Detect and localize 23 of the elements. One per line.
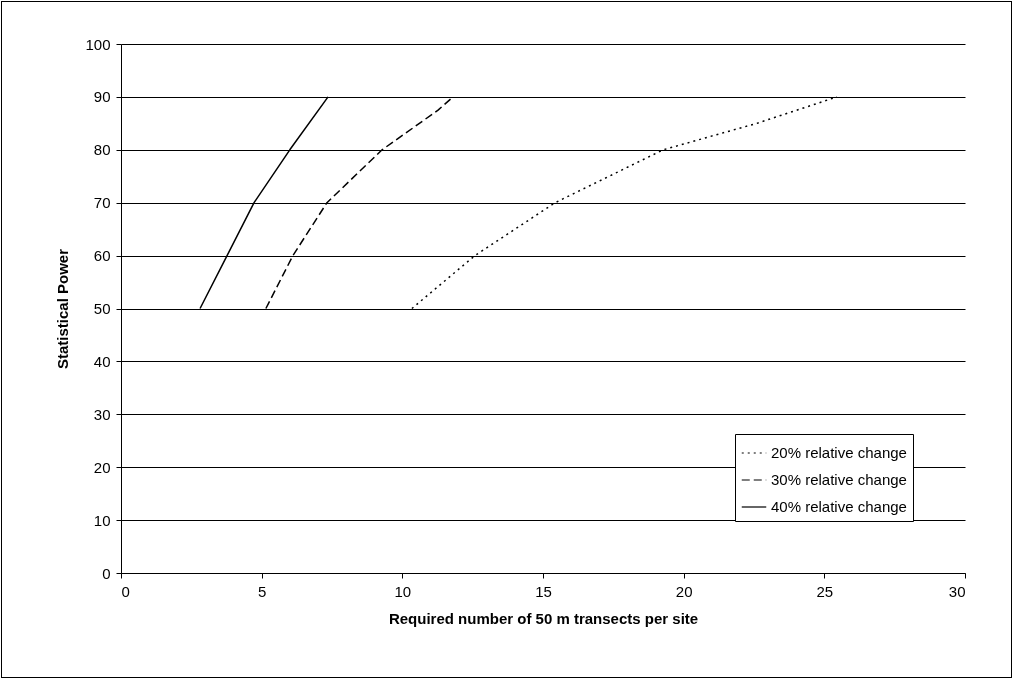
- x-tick-label: 15: [535, 582, 552, 600]
- y-tick-label: 20: [93, 458, 111, 476]
- y-tick-label: 70: [93, 194, 111, 212]
- y-tick-label: 0: [102, 564, 111, 582]
- legend-label: 30% relative change: [771, 471, 907, 488]
- y-tick-label: 60: [93, 247, 111, 265]
- y-tick-label: 10: [93, 511, 111, 529]
- x-tick-label: 25: [816, 582, 834, 600]
- y-tick-label: 40: [93, 352, 111, 370]
- x-tick-label: 30: [948, 582, 966, 600]
- legend-label: 40% relative change: [771, 498, 907, 515]
- y-tick-label: 80: [93, 141, 111, 159]
- x-tick-label: 0: [121, 582, 130, 600]
- y-axis-title: Statistical Power: [54, 248, 72, 370]
- x-axis-title: Required number of 50 m transects per site: [388, 609, 699, 627]
- x-tick-label: 10: [394, 582, 412, 600]
- x-tick-label: 20: [675, 582, 693, 600]
- y-tick-label: 90: [93, 88, 111, 106]
- legend-label: 20% relative change: [771, 444, 907, 461]
- y-tick-label: 100: [85, 35, 111, 53]
- x-tick-label: 5: [257, 582, 267, 600]
- y-tick-label: 30: [93, 405, 111, 423]
- y-tick-label: 50: [93, 300, 111, 317]
